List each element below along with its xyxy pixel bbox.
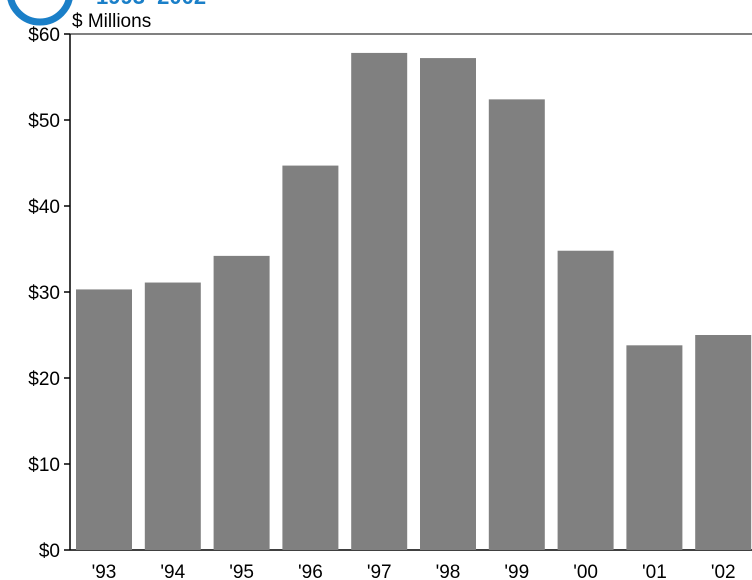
x-tick-label: '00 <box>573 562 598 580</box>
bar-95 <box>213 255 270 550</box>
y-tick-label: $40 <box>28 197 60 218</box>
logo-ring-icon <box>7 0 73 26</box>
y-tick-label: $60 <box>28 25 60 46</box>
x-tick-label: '94 <box>160 562 185 580</box>
bar-02 <box>695 335 752 550</box>
x-tick-label: '98 <box>436 562 461 580</box>
bar-00 <box>557 250 614 550</box>
x-tick-label: '01 <box>642 562 667 580</box>
x-axis-tick-labels: '93 '94 '95 '96 '97 '98 '99 '00 '01 '02 <box>92 562 736 580</box>
bar-01 <box>626 345 683 550</box>
y-tick-label: $10 <box>28 455 60 476</box>
y-tick-label: $30 <box>28 283 60 304</box>
bar-97 <box>351 52 408 551</box>
x-tick-label: '99 <box>504 562 529 580</box>
y-axis-tick-labels: $0 $10 $20 $30 $40 $50 $60 <box>28 25 70 562</box>
y-tick-label: $20 <box>28 369 60 390</box>
x-tick-label: '02 <box>711 562 736 580</box>
bar-94 <box>144 282 201 550</box>
chart-logo <box>7 0 73 26</box>
bar-98 <box>420 58 476 551</box>
y-tick-label: $0 <box>39 541 60 562</box>
x-tick-label: '97 <box>367 562 392 580</box>
x-tick-label: '93 <box>92 562 117 580</box>
y-axis-unit-label: $ Millions <box>72 11 151 32</box>
chart-title: 1993–2002 <box>96 0 206 9</box>
x-tick-label: '95 <box>229 562 254 580</box>
bar-93 <box>76 289 132 550</box>
bar-99 <box>488 99 545 551</box>
bar-96 <box>282 165 339 550</box>
x-tick-label: '96 <box>298 562 323 580</box>
bars-group <box>76 52 752 551</box>
y-tick-label: $50 <box>28 111 60 132</box>
